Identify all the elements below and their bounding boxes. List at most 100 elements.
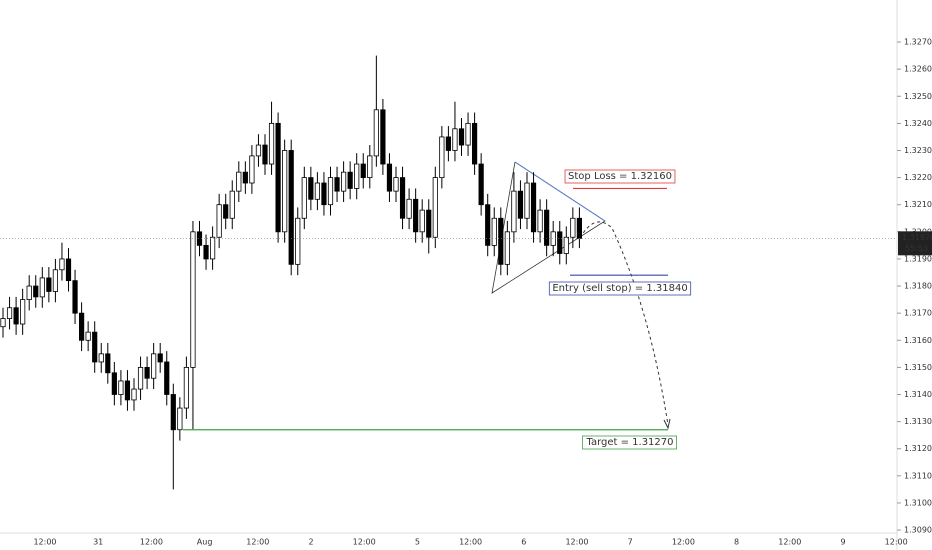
candle-body bbox=[20, 299, 26, 325]
candle-body bbox=[92, 331, 98, 363]
candle-body bbox=[360, 163, 366, 178]
candle-body bbox=[426, 209, 432, 238]
y-tick-label: 1.32400 bbox=[904, 119, 932, 128]
candle-body bbox=[59, 258, 65, 271]
candle-body bbox=[367, 155, 373, 178]
target-label: Target = 1.31270 bbox=[585, 437, 673, 448]
candle-body bbox=[314, 182, 321, 200]
candle-body bbox=[563, 236, 569, 254]
y-tick-label: 1.31600 bbox=[904, 336, 932, 345]
candle-body bbox=[52, 269, 59, 292]
candle-body bbox=[111, 372, 117, 395]
x-tick-label: Aug bbox=[197, 538, 213, 547]
y-tick-label: 1.31000 bbox=[904, 498, 932, 507]
candle-body bbox=[33, 285, 39, 298]
stop-label: Stop Loss = 1.32160 bbox=[568, 171, 672, 182]
candle-body bbox=[308, 177, 314, 200]
candle-body bbox=[190, 231, 196, 368]
candle-body bbox=[432, 177, 438, 238]
candle-body bbox=[209, 236, 216, 260]
y-tick-label: 1.31100 bbox=[904, 471, 932, 480]
x-tick-label: 12:00 bbox=[140, 538, 163, 547]
candle-body bbox=[557, 231, 563, 254]
candle-body bbox=[295, 217, 301, 265]
candle-body bbox=[39, 277, 45, 298]
y-tick-label: 1.31500 bbox=[904, 363, 932, 372]
target-label-box bbox=[582, 435, 677, 450]
candle-body bbox=[354, 163, 360, 189]
x-tick-label: 9 bbox=[840, 538, 845, 547]
candle-body bbox=[124, 380, 131, 401]
candle-body bbox=[177, 407, 183, 431]
candle-body bbox=[393, 177, 399, 192]
candle-body bbox=[0, 318, 6, 328]
y-tick-label: 1.32200 bbox=[904, 173, 932, 182]
stop-label-box bbox=[564, 169, 676, 184]
y-tick-label: 1.31900 bbox=[904, 254, 932, 263]
candle-body bbox=[282, 150, 288, 233]
candle-body bbox=[380, 109, 386, 165]
candle-body bbox=[268, 122, 275, 165]
entry-label-box bbox=[548, 281, 692, 296]
candle-body bbox=[105, 353, 111, 374]
candle-body bbox=[6, 307, 13, 319]
x-tick-label: 6 bbox=[521, 538, 526, 547]
x-tick-label: 5 bbox=[415, 538, 420, 547]
candle-body bbox=[164, 361, 170, 395]
candle-body bbox=[458, 128, 465, 146]
candle-body bbox=[478, 163, 484, 206]
candle-body bbox=[321, 182, 327, 206]
y-tick-label: 1.31300 bbox=[904, 417, 932, 426]
candle-body bbox=[26, 285, 32, 301]
y-tick-label: 1.32600 bbox=[904, 65, 932, 74]
candle-body bbox=[65, 258, 72, 282]
y-tick-label: 1.31400 bbox=[904, 390, 932, 399]
x-tick-label: 12:00 bbox=[778, 538, 801, 547]
candle-body bbox=[452, 128, 458, 151]
candle-body bbox=[157, 353, 163, 363]
candle-body bbox=[386, 163, 393, 192]
x-tick-label: 12:00 bbox=[672, 538, 695, 547]
candle-body bbox=[550, 231, 556, 246]
projection-arrow bbox=[663, 418, 671, 430]
candle-body bbox=[439, 136, 445, 178]
x-tick-label: 2 bbox=[308, 538, 313, 547]
candle-body bbox=[445, 136, 452, 151]
candle-body bbox=[170, 394, 176, 431]
candle-body bbox=[98, 353, 104, 363]
y-tick-label: 1.32300 bbox=[904, 146, 932, 155]
candle-body bbox=[223, 204, 229, 219]
candle-body bbox=[144, 366, 150, 379]
y-tick-label: 1.31200 bbox=[904, 444, 932, 453]
candle-body bbox=[216, 204, 222, 238]
countdown: 55:53 bbox=[905, 244, 928, 253]
candle-body bbox=[544, 209, 550, 246]
candle-body bbox=[373, 109, 379, 157]
y-tick-label: 1.31800 bbox=[904, 282, 932, 291]
candle-body bbox=[399, 177, 406, 219]
candle-body bbox=[327, 177, 334, 206]
y-tick-label: 1.30900 bbox=[904, 526, 932, 535]
x-tick-label: 12:00 bbox=[885, 538, 908, 547]
candle-body bbox=[229, 190, 235, 219]
candle-body bbox=[72, 280, 78, 314]
candle-body bbox=[511, 190, 517, 233]
x-tick-label: 12:00 bbox=[459, 538, 482, 547]
candle-body bbox=[301, 177, 307, 219]
candle-body bbox=[46, 277, 52, 292]
candle-body bbox=[249, 155, 255, 184]
x-tick-label: 12:00 bbox=[565, 538, 588, 547]
candle-body bbox=[288, 150, 294, 265]
candle-body bbox=[137, 366, 144, 390]
y-tick-label: 1.31700 bbox=[904, 309, 932, 318]
x-tick-label: 8 bbox=[734, 538, 739, 547]
candle-body bbox=[203, 244, 209, 260]
x-tick-label: 12:00 bbox=[33, 538, 56, 547]
candle-body bbox=[517, 190, 524, 219]
candle-body bbox=[151, 353, 157, 379]
y-tick-label: 1.32500 bbox=[904, 92, 932, 101]
x-tick-label: 12:00 bbox=[353, 538, 376, 547]
candle-body bbox=[275, 122, 281, 233]
candle-body bbox=[183, 366, 189, 409]
